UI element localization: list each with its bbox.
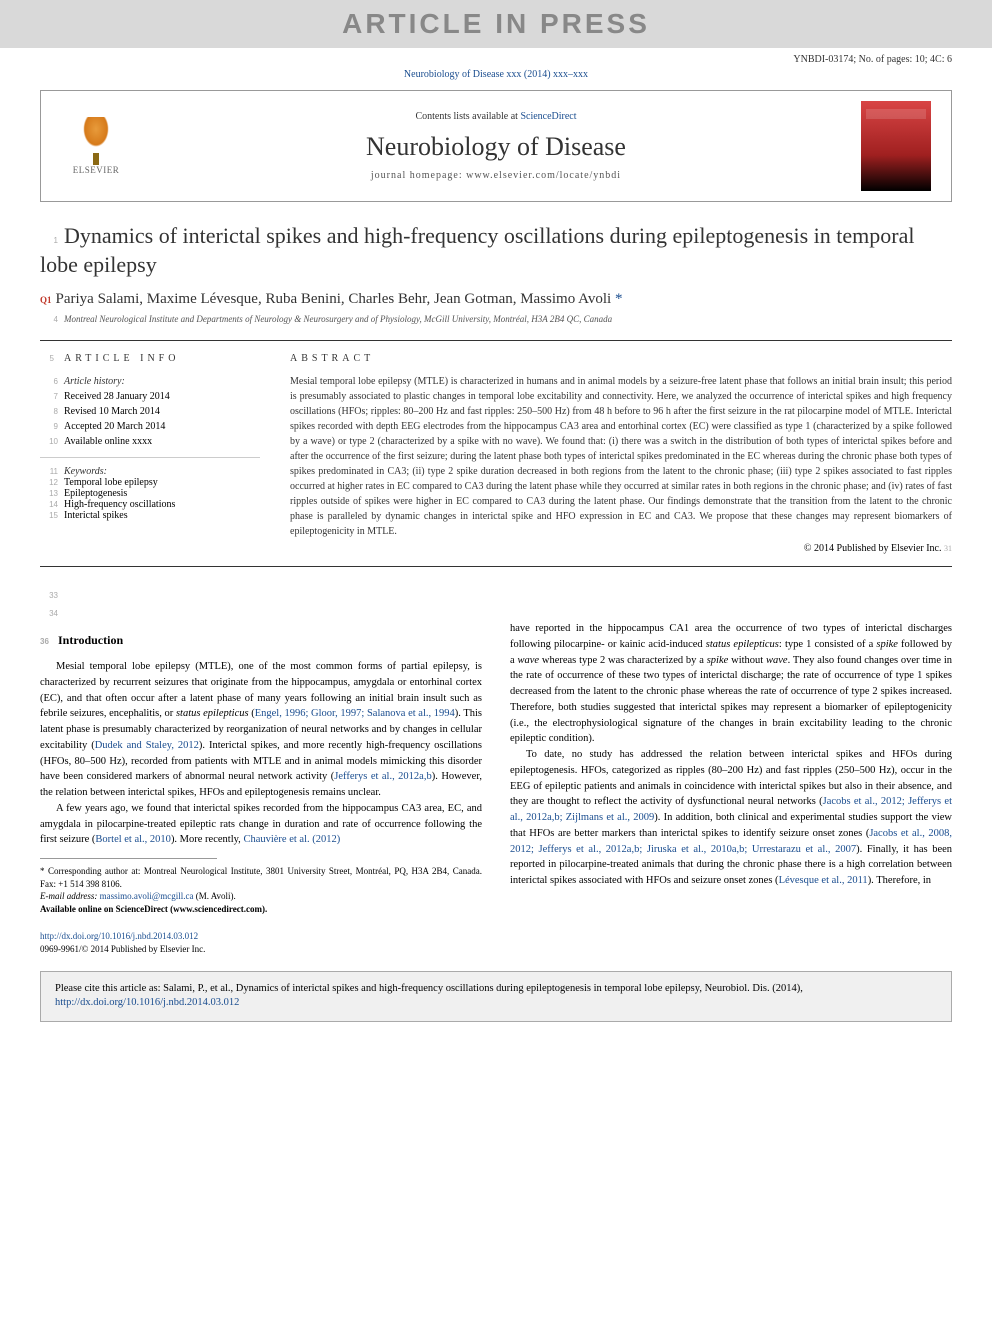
stray-line-numbers: 33 34 [40,585,952,621]
elsevier-tree-icon [76,117,116,157]
keyword: Temporal lobe epilepsy [64,477,158,488]
email-link[interactable]: massimo.avoli@mcgill.ca [100,891,194,901]
citation-link[interactable]: Dudek and Staley, 2012 [95,740,199,751]
query-label-q1: Q1 [40,295,52,305]
affiliation-text: Montreal Neurological Institute and Depa… [64,314,612,324]
journal-header-box: ELSEVIER Contents lists available at Sci… [40,90,952,202]
keyword: High-frequency oscillations [64,499,175,510]
introduction-heading: 36 Introduction [40,631,482,649]
history-label: Article history: [64,376,125,387]
line-number: 12 [40,478,58,487]
intro-paragraph-3: have reported in the hippocampus CA1 are… [510,621,952,747]
line-number: 8 [40,406,58,418]
citation-link[interactable]: Lévesque et al., 2011 [779,875,868,886]
line-number: 11 [40,467,58,476]
line-number: 6 [40,376,58,388]
line-number: 13 [40,489,58,498]
available-date: Available online xxxx [64,436,152,447]
doi-block: http://dx.doi.org/10.1016/j.nbd.2014.03.… [40,930,482,957]
abstract-text: Mesial temporal lobe epilepsy (MTLE) is … [290,374,952,539]
line-number: 7 [40,391,58,403]
article-in-press-banner: ARTICLE IN PRESS [0,0,992,48]
info-abstract-row: 5 ARTICLE INFO 6 Article history: 7 Receive… [40,340,952,567]
copyright-line: © 2014 Published by Elsevier Inc. 31 [290,543,952,554]
title-text: Dynamics of interictal spikes and high-f… [40,223,914,277]
email-label: E-mail address: [40,891,97,901]
line-number: 1 [40,236,58,246]
heading-text: Introduction [58,633,123,647]
contents-prefix: Contents lists available at [415,111,520,122]
abstract-column: ABSTRACT Mesial temporal lobe epilepsy (… [290,353,952,554]
document-id: YNBDI-03174; No. of pages: 10; 4C: 6 [0,48,992,67]
citation-link[interactable]: Engel, 1996; Gloor, 1997; Salanova et al… [255,708,455,719]
right-column: have reported in the hippocampus CA1 are… [510,621,952,956]
line-number: 33 [40,591,58,600]
cite-text: Please cite this article as: Salami, P.,… [55,983,803,994]
citation-link[interactable]: Chauvière et al. (2012) [243,834,340,845]
email-footnote: E-mail address: massimo.avoli@mcgill.ca … [40,890,482,903]
body-columns: 36 Introduction Mesial temporal lobe epil… [40,621,952,956]
line-number: 14 [40,500,58,509]
line-number: 9 [40,421,58,433]
citation-link[interactable]: Jefferys et al., 2012a,b [334,771,431,782]
cite-doi-link[interactable]: http://dx.doi.org/10.1016/j.nbd.2014.03.… [55,997,239,1008]
revised-date: Revised 10 March 2014 [64,406,160,417]
affiliation: 4 Montreal Neurological Institute and Dep… [40,314,952,324]
intro-paragraph-4: To date, no study has addressed the rela… [510,747,952,889]
journal-ref-link[interactable]: Neurobiology of Disease xxx (2014) xxx–x… [404,69,588,80]
elsevier-label: ELSEVIER [73,165,120,175]
line-number: 10 [40,436,58,448]
authors-line: Q1 Pariya Salami, Maxime Lévesque, Ruba B… [40,291,952,308]
article-main: 1Dynamics of interictal spikes and high-… [0,222,992,957]
contents-available-line: Contents lists available at ScienceDirec… [131,111,861,122]
email-suffix: (M. Avoli). [196,891,236,901]
corresponding-author-footnote: * Corresponding author at: Montreal Neur… [40,865,482,890]
issn-line: 0969-9961/© 2014 Published by Elsevier I… [40,944,205,954]
availability-footnote: Available online on ScienceDirect (www.s… [40,903,482,916]
header-center: Contents lists available at ScienceDirec… [131,111,861,181]
doi-link[interactable]: http://dx.doi.org/10.1016/j.nbd.2014.03.… [40,931,198,941]
info-heading-text: ARTICLE INFO [64,353,179,364]
corresponding-star: * [615,291,623,307]
copyright-text: © 2014 Published by Elsevier Inc. [804,543,942,554]
line-number: 5 [40,354,58,363]
keyword: Epileptogenesis [64,488,127,499]
intro-paragraph-1: Mesial temporal lobe epilepsy (MTLE), on… [40,659,482,801]
abstract-heading: ABSTRACT [290,353,952,364]
journal-name: Neurobiology of Disease [131,132,861,162]
keywords-label: Keywords: [64,466,107,477]
line-number: 36 [40,636,54,648]
line-number: 15 [40,511,58,520]
article-history-block: 6 Article history: 7 Received 28 January 2… [40,374,260,458]
left-column: 36 Introduction Mesial temporal lobe epil… [40,621,482,956]
elsevier-logo: ELSEVIER [61,111,131,181]
please-cite-box: Please cite this article as: Salami, P.,… [40,971,952,1022]
article-title: 1Dynamics of interictal spikes and high-… [40,222,952,279]
line-number: 4 [40,315,58,324]
citation-link[interactable]: Bortel et al., 2010 [95,834,171,845]
footnote-rule [40,858,217,859]
authors: Pariya Salami, Maxime Lévesque, Ruba Ben… [56,291,612,307]
keyword: Interictal spikes [64,510,128,521]
journal-reference-line: Neurobiology of Disease xxx (2014) xxx–x… [0,67,992,90]
line-number: 34 [40,609,58,618]
article-info-column: 5 ARTICLE INFO 6 Article history: 7 Receive… [40,353,260,554]
received-date: Received 28 January 2014 [64,391,170,402]
line-number: 31 [944,544,952,553]
availability-text: Available online on ScienceDirect (www.s… [40,904,267,914]
accepted-date: Accepted 20 March 2014 [64,421,165,432]
article-info-heading: 5 ARTICLE INFO [40,353,260,364]
sciencedirect-link[interactable]: ScienceDirect [520,111,576,122]
keywords-block: 11 Keywords: 12 Temporal lobe epilepsy 13 E… [40,466,260,521]
journal-cover-thumbnail [861,101,931,191]
journal-homepage: journal homepage: www.elsevier.com/locat… [131,170,861,181]
intro-paragraph-2: A few years ago, we found that intericta… [40,801,482,848]
